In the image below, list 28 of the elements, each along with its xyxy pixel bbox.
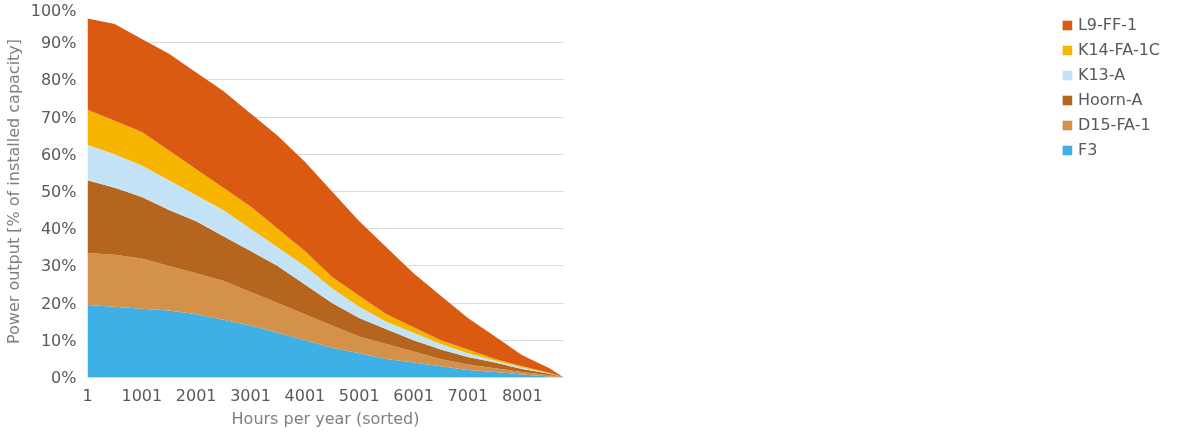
x-tick-label: 7001: [447, 385, 489, 405]
x-tick-label: 3001: [230, 385, 271, 405]
legend-label: L9-FF-1: [1077, 15, 1138, 34]
x-tick-label: 6001: [393, 385, 434, 405]
legend-label: D15-FA-1: [1077, 115, 1151, 134]
x-tick-label: 4001: [284, 385, 326, 405]
y-tick-label: 80%: [40, 70, 77, 90]
y-axis-title: Power output [% of installed capacity]: [3, 38, 23, 345]
y-tick-label: 20%: [40, 293, 77, 313]
y-tick-label: 70%: [40, 107, 77, 127]
y-tick-label: 0%: [51, 368, 77, 387]
y-tick-label: 100%: [30, 0, 77, 20]
legend-label: Hoorn-A: [1077, 90, 1143, 109]
x-tick-label: 1001: [121, 385, 163, 405]
legend-label: F3: [1077, 140, 1098, 159]
x-tick-label: 8001: [501, 385, 543, 405]
y-tick-label: 30%: [40, 256, 77, 276]
x-tick-label: 5001: [338, 385, 380, 405]
y-tick-label: 50%: [40, 182, 77, 201]
x-tick-label: 2001: [175, 385, 217, 405]
legend-label: K14-FA-1C: [1077, 40, 1160, 59]
y-tick-label: 90%: [40, 33, 77, 53]
x-tick-label: 1: [82, 385, 93, 405]
legend-label: K13-A: [1077, 65, 1126, 84]
y-tick-label: 10%: [40, 330, 77, 350]
y-tick-label: 60%: [40, 144, 77, 164]
y-tick-label: 40%: [40, 219, 77, 239]
x-axis-title: Hours per year (sorted): [231, 408, 420, 428]
